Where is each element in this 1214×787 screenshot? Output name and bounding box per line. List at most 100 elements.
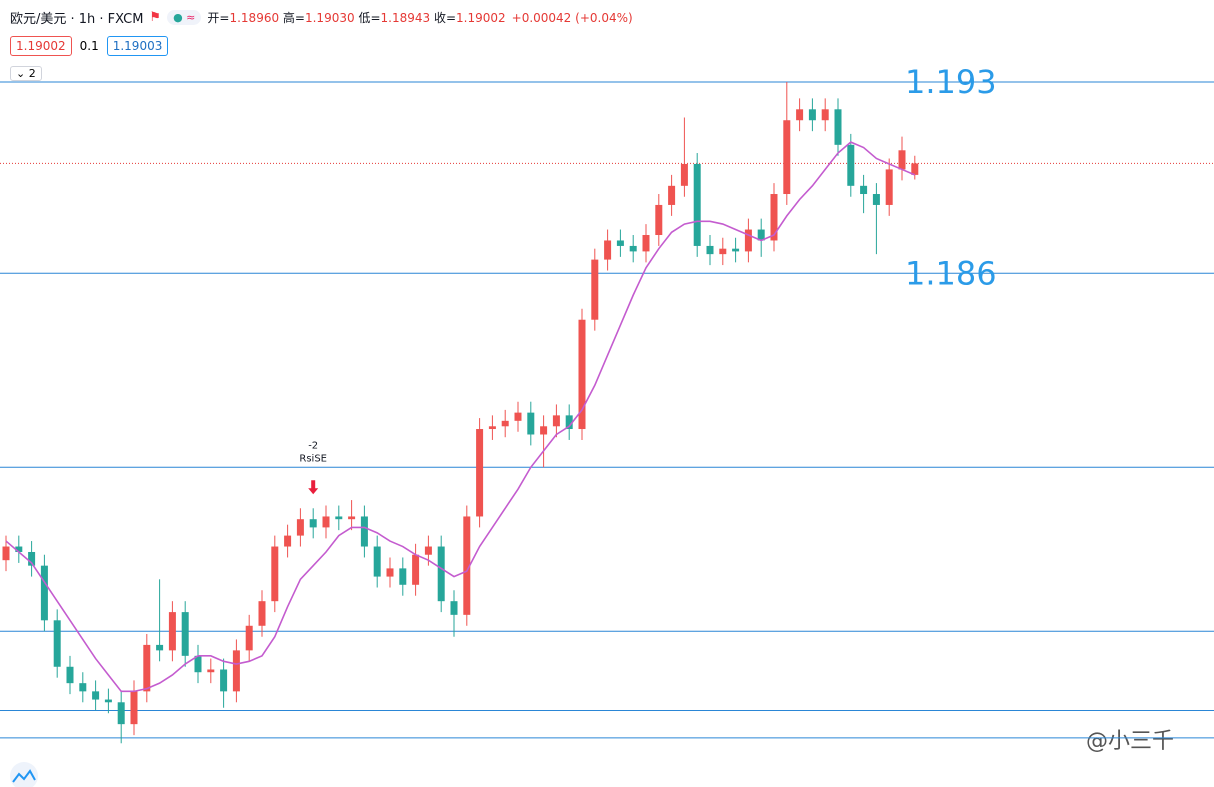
candle-body <box>770 194 778 241</box>
candle-body <box>540 426 548 435</box>
moving-average <box>5 141 916 693</box>
candle-body <box>860 185 868 195</box>
spread: 0.1 <box>79 39 99 53</box>
ohlc-label: 收= <box>433 11 457 25</box>
candle-body <box>92 691 100 700</box>
candle-body <box>668 185 676 205</box>
candle-body <box>898 150 906 170</box>
candle-body <box>156 644 164 651</box>
ohlc-value: 1.19030 <box>304 11 355 25</box>
candle-body <box>130 691 138 725</box>
candle-body <box>834 109 842 145</box>
candle-body <box>808 109 816 121</box>
candle-body <box>104 699 112 703</box>
candle-body <box>463 516 471 615</box>
candle-body <box>655 204 663 236</box>
candle-body <box>220 669 228 692</box>
candle-body <box>386 568 394 577</box>
ohlc-value: 1.18943 <box>380 11 431 25</box>
candle-body <box>796 109 804 121</box>
indicator-count: 2 <box>28 67 36 80</box>
candle-body <box>40 565 48 621</box>
candle-body <box>744 229 752 252</box>
symbol: 欧元/美元 · 1h · FXCM <box>10 12 144 27</box>
candle-body <box>616 240 624 246</box>
candle-body <box>629 245 637 252</box>
ohlc-label: 低= <box>358 11 381 25</box>
candle-body <box>2 546 10 561</box>
level-label: 1.193 <box>905 63 997 101</box>
candle-body <box>232 650 240 692</box>
ohlc-label: 开= <box>207 11 230 25</box>
candle-body <box>437 546 445 602</box>
candle-body <box>783 120 791 195</box>
sell-price[interactable]: 1.19002 <box>10 36 72 56</box>
indicator-toggle[interactable]: ⌄ 2 <box>10 66 42 81</box>
candle-body <box>335 516 343 520</box>
candle-body <box>476 429 484 517</box>
candle-body <box>79 683 87 692</box>
candle-body <box>488 426 496 430</box>
candle-body <box>271 546 279 602</box>
candle-body <box>66 666 74 684</box>
ohlc: 开=1.18960 高=1.19030 低=1.18943 收=1.19002 <box>207 9 505 26</box>
candle-body <box>53 620 61 667</box>
status-pill[interactable]: ● ≈ <box>167 10 202 25</box>
candle-body <box>450 601 458 615</box>
candle-body <box>181 612 189 656</box>
candle-body <box>591 259 599 320</box>
level-label: 1.186 <box>905 254 997 292</box>
candle-body <box>680 163 688 186</box>
candle-body <box>527 412 535 435</box>
candle-body <box>719 248 727 255</box>
candle-body <box>821 109 829 121</box>
ohlc-value: 1.19002 <box>456 11 506 25</box>
candle-body <box>885 169 893 205</box>
candle-body <box>847 144 855 186</box>
candle-body <box>348 516 356 520</box>
candle-body <box>28 551 36 566</box>
candle-body <box>424 546 432 555</box>
candle-body <box>732 248 740 252</box>
buy-price[interactable]: 1.19003 <box>106 36 169 56</box>
header: 欧元/美元 · 1h · FXCM ⚑ ● ≈ 开=1.18960 高=1.19… <box>10 8 633 27</box>
candle-body <box>578 319 586 430</box>
candle-body <box>258 601 266 626</box>
candle-body <box>373 546 381 577</box>
signal-text: RsiSE <box>299 453 327 464</box>
candle-body <box>642 235 650 252</box>
candle-body <box>399 568 407 585</box>
candle-body <box>706 245 714 255</box>
candle-body <box>552 415 560 427</box>
candle-body <box>309 519 317 528</box>
ohlc-label: 高= <box>282 11 305 25</box>
logo[interactable] <box>10 762 38 787</box>
candle-body <box>284 535 292 547</box>
candle-body <box>872 194 880 205</box>
candle-body <box>194 655 202 673</box>
candle-body <box>565 415 573 430</box>
candle-body <box>412 554 420 585</box>
candle-body <box>117 702 125 725</box>
candle-body <box>143 644 151 692</box>
candle-body <box>15 546 23 552</box>
candle-body <box>322 516 330 528</box>
flag[interactable]: ⚑ <box>149 10 162 25</box>
candle-body <box>757 229 765 241</box>
signal-label: -2 <box>308 440 318 451</box>
watermark: @小三千 <box>1086 729 1174 754</box>
candle-body <box>514 412 522 421</box>
candle-body <box>501 420 509 427</box>
signal-arrow <box>308 480 319 495</box>
candle-body <box>911 163 919 175</box>
candle-body <box>207 669 215 673</box>
candle-body <box>168 612 176 651</box>
candle-body <box>360 516 368 547</box>
candle-body <box>245 625 253 651</box>
ohlc-value: 1.18960 <box>229 11 280 25</box>
candle-body <box>693 163 701 246</box>
change: +0.00042 (+0.04%) <box>511 10 633 25</box>
quote-row: 1.19002 0.1 1.19003 <box>10 36 169 56</box>
